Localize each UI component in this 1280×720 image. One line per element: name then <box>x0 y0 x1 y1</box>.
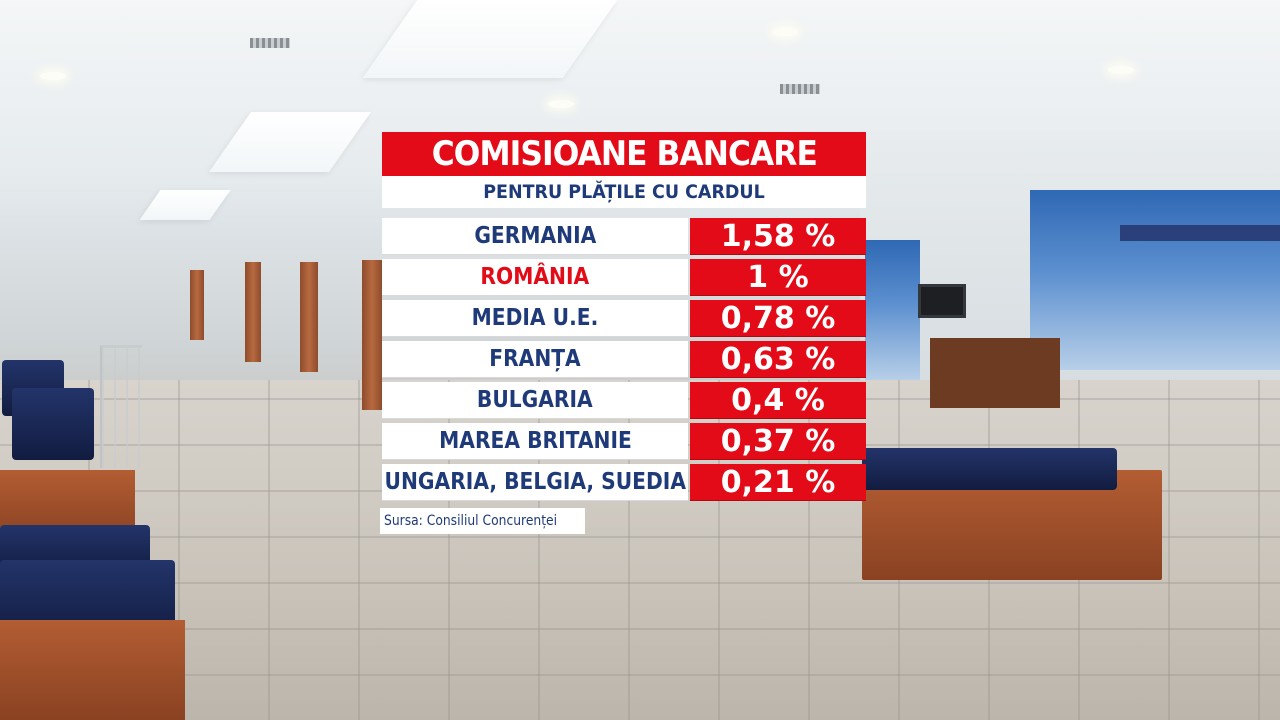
wooden-post <box>245 262 261 362</box>
value-cell: 1 % <box>690 259 866 296</box>
value-label: 0,63 % <box>720 341 836 377</box>
country-label: BULGARIA <box>477 387 593 413</box>
value-cell: 0,63 % <box>690 341 866 378</box>
chart-subtitle: PENTRU PLĂȚILE CU CARDUL <box>483 181 765 203</box>
country-cell: BULGARIA <box>382 382 688 419</box>
value-cell: 0,21 % <box>690 464 866 501</box>
value-cell: 0,4 % <box>690 382 866 419</box>
teller-desk <box>930 338 1060 408</box>
value-label: 1 % <box>747 259 809 295</box>
table-row: ROMÂNIA 1 % <box>382 259 866 296</box>
ceiling-lamp <box>772 28 798 36</box>
country-label: GERMANIA <box>474 223 596 249</box>
value-label: 0,4 % <box>731 382 825 418</box>
blue-header <box>1120 225 1280 241</box>
value-label: 0,37 % <box>720 423 836 459</box>
table-row: MEDIA U.E. 0,78 % <box>382 300 866 337</box>
wooden-post <box>300 262 318 372</box>
value-label: 1,58 % <box>720 218 836 254</box>
railing <box>100 345 142 468</box>
ceiling-lamp <box>1108 66 1134 74</box>
table-row: GERMANIA 1,58 % <box>382 218 866 255</box>
value-cell: 0,37 % <box>690 423 866 460</box>
table-row: BULGARIA 0,4 % <box>382 382 866 419</box>
value-label: 0,21 % <box>720 464 836 500</box>
country-cell: MAREA BRITANIE <box>382 423 688 460</box>
country-label: MAREA BRITANIE <box>438 428 632 454</box>
window-sky <box>1030 190 1280 370</box>
country-label: FRANȚA <box>489 346 581 372</box>
ceiling-lamp <box>40 72 66 80</box>
country-cell: FRANȚA <box>382 341 688 378</box>
title-banner: COMISIOANE BANCARE <box>382 132 866 176</box>
value-cell: 1,58 % <box>690 218 866 255</box>
ceiling-vent <box>250 38 290 48</box>
table-row: FRANȚA 0,63 % <box>382 341 866 378</box>
subtitle-banner: PENTRU PLĂȚILE CU CARDUL <box>382 176 866 208</box>
country-label: MEDIA U.E. <box>471 305 599 331</box>
computer-monitor <box>918 284 966 318</box>
value-cell: 0,78 % <box>690 300 866 337</box>
wooden-post <box>190 270 204 340</box>
country-label: UNGARIA, BELGIA, SUEDIA <box>384 469 686 495</box>
table-row: UNGARIA, BELGIA, SUEDIA 0,21 % <box>382 464 866 501</box>
country-cell: MEDIA U.E. <box>382 300 688 337</box>
source-label: Sursa: Consiliul Concurenței <box>384 513 558 529</box>
country-label: ROMÂNIA <box>480 264 590 290</box>
chart-title: COMISIOANE BANCARE <box>431 134 817 174</box>
country-cell: ROMÂNIA <box>382 259 688 296</box>
chair <box>12 388 94 460</box>
country-cell: UNGARIA, BELGIA, SUEDIA <box>382 464 688 501</box>
wooden-post <box>362 260 382 410</box>
window-sky <box>865 240 920 380</box>
table-row: MAREA BRITANIE 0,37 % <box>382 423 866 460</box>
source-note: Sursa: Consiliul Concurenței <box>380 508 585 534</box>
bench-cushion <box>862 448 1117 490</box>
value-label: 0,78 % <box>720 300 836 336</box>
wooden-bench-left <box>0 620 185 720</box>
country-cell: GERMANIA <box>382 218 688 255</box>
ceiling-vent <box>780 84 820 94</box>
ceiling-lamp <box>548 100 574 108</box>
